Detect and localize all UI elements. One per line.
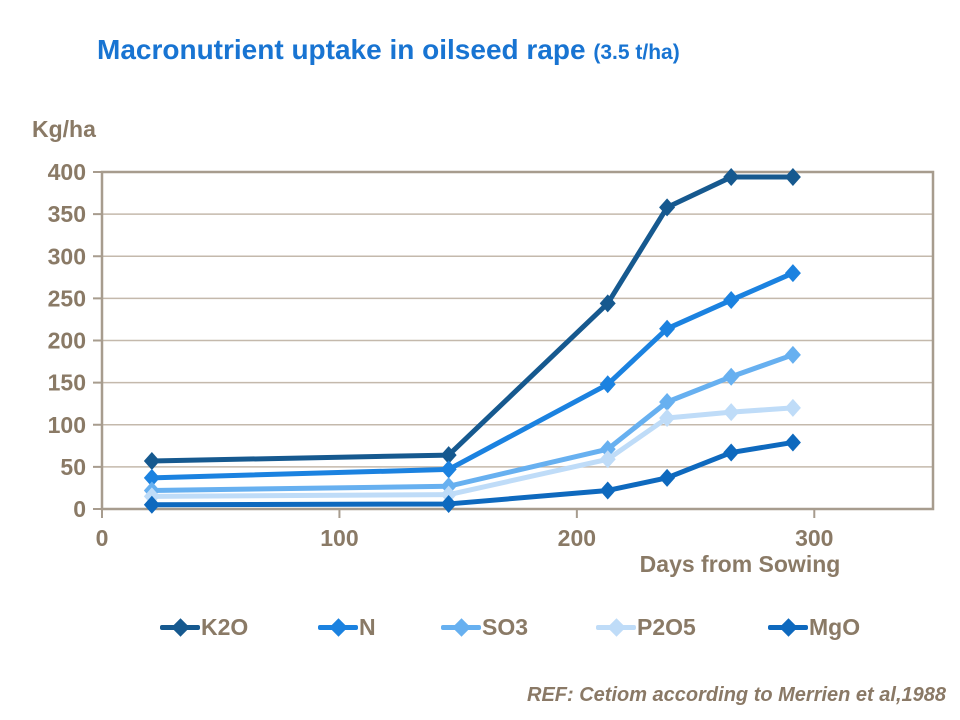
y-tick-label-50: 50 xyxy=(60,454,86,480)
legend-label-k2o: K2O xyxy=(201,613,249,640)
legend-item-mgo: MgO xyxy=(768,612,860,642)
y-tick-label-350: 350 xyxy=(48,201,86,227)
marker-K2O-day265 xyxy=(723,168,740,187)
x-tick-label-0: 0 xyxy=(96,525,109,551)
marker-P2O5-day213 xyxy=(599,450,616,469)
legend-label-n: N xyxy=(359,613,376,640)
marker-SO3-day291 xyxy=(784,345,801,364)
marker-N-day238 xyxy=(659,319,676,338)
marker-MgO-day146 xyxy=(440,494,457,513)
marker-MgO-day265 xyxy=(723,443,740,462)
legend-marker-n xyxy=(318,617,358,637)
y-tick-label-150: 150 xyxy=(48,370,86,396)
legend-label-p2o5: P2O5 xyxy=(637,613,696,640)
marker-N-day21 xyxy=(143,468,160,487)
legend-marker-k2o xyxy=(160,617,200,637)
marker-N-day146 xyxy=(440,460,457,479)
chart-legend: K2O N SO3 P2O5 MgO xyxy=(0,612,960,646)
legend-label-so3: SO3 xyxy=(482,613,529,640)
x-tick-label-300: 300 xyxy=(795,525,833,551)
marker-MgO-day291 xyxy=(784,433,801,452)
legend-label-mgo: MgO xyxy=(809,613,861,640)
legend-marker-mgo xyxy=(768,617,808,637)
marker-N-day213 xyxy=(599,375,616,394)
marker-SO3-day238 xyxy=(659,393,676,412)
chart-title: Macronutrient uptake in oilseed rape (3.… xyxy=(97,34,680,66)
chart-title-annotation: (3.5 t/ha) xyxy=(593,41,680,64)
y-tick-label-200: 200 xyxy=(48,328,86,354)
marker-K2O-day213 xyxy=(599,294,616,313)
marker-MgO-day21 xyxy=(143,495,160,514)
marker-SO3-day265 xyxy=(723,367,740,386)
legend-item-so3: SO3 xyxy=(441,612,528,642)
series-line-P2O5 xyxy=(149,405,796,499)
x-axis-label: Days from Sowing xyxy=(639,551,841,577)
marker-N-day265 xyxy=(723,291,740,310)
marker-P2O5-day265 xyxy=(723,403,740,422)
series-line-K2O xyxy=(149,174,796,464)
marker-K2O-day291 xyxy=(784,168,801,187)
reference-note: REF: Cetiom according to Merrien et al,1… xyxy=(527,684,946,706)
legend-marker-p2o5 xyxy=(596,617,636,637)
marker-K2O-day146 xyxy=(440,446,457,465)
marker-P2O5-day291 xyxy=(784,398,801,417)
marker-K2O-day21 xyxy=(143,451,160,470)
y-tick-label-400: 400 xyxy=(48,159,86,185)
marker-K2O-day238 xyxy=(659,198,676,217)
y-axis-unit-label: Kg/ha xyxy=(32,116,96,142)
series-line-MgO xyxy=(149,439,796,508)
chart-title-main: Macronutrient uptake in oilseed rape xyxy=(97,34,586,65)
legend-item-k2o: K2O xyxy=(160,612,248,642)
legend-item-n: N xyxy=(318,612,376,642)
marker-P2O5-day146 xyxy=(440,485,457,504)
marker-P2O5-day238 xyxy=(659,409,676,428)
marker-MgO-day238 xyxy=(659,468,676,487)
series-line-N xyxy=(149,270,796,481)
legend-marker-so3 xyxy=(441,617,481,637)
marker-MgO-day213 xyxy=(599,481,616,500)
x-tick-label-200: 200 xyxy=(558,525,596,551)
x-tick-label-100: 100 xyxy=(320,525,358,551)
y-tick-label-0: 0 xyxy=(73,496,86,522)
y-tick-label-100: 100 xyxy=(48,412,86,438)
y-tick-label-250: 250 xyxy=(48,285,86,311)
y-tick-label-300: 300 xyxy=(48,243,86,269)
marker-N-day291 xyxy=(784,264,801,283)
series-line-SO3 xyxy=(149,352,796,493)
legend-item-p2o5: P2O5 xyxy=(596,612,696,642)
